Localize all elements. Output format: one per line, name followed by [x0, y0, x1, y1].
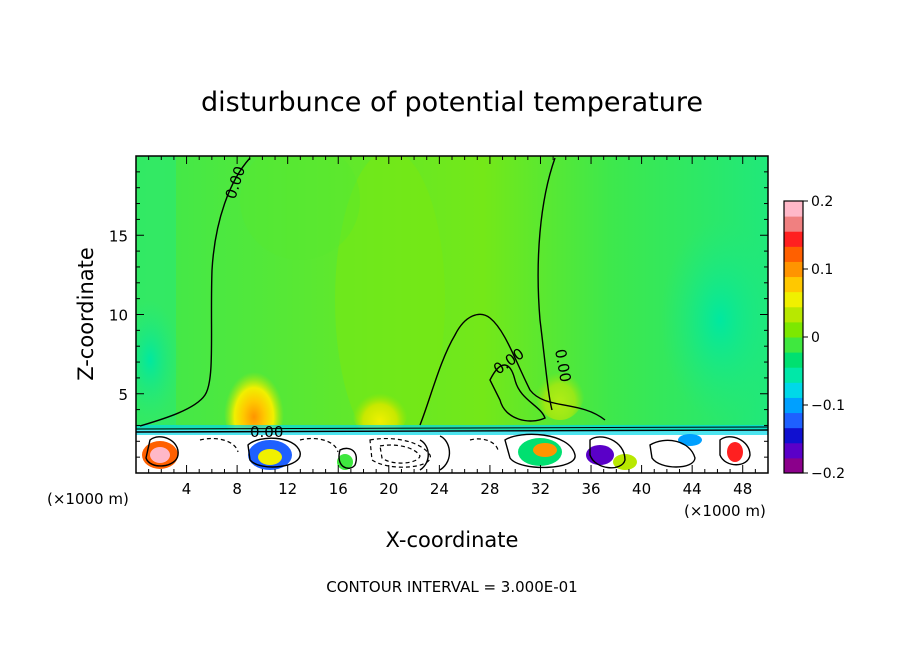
colorbar-swatch [784, 231, 803, 247]
x-tick-label: 48 [733, 480, 752, 498]
y-tick-label: 15 [109, 227, 128, 245]
x-tick-label: 40 [632, 480, 651, 498]
field-surface-layer [136, 430, 768, 473]
contour-label: 0.00 [250, 423, 283, 441]
colorbar-swatch [784, 412, 803, 429]
field-cool-patch-right [660, 220, 768, 420]
field-surface-blob-5 [337, 454, 353, 470]
y-tick-label: 5 [118, 386, 128, 404]
colorbar [784, 201, 803, 474]
x-tick-label: 44 [683, 480, 702, 498]
chart-title: disturbunce of potential temperature [201, 87, 703, 118]
colorbar-swatch [784, 442, 803, 459]
colorbar-swatch [784, 261, 803, 278]
field-warm-spot [352, 382, 408, 438]
y-axis-ticks: 5 10 15 [109, 171, 768, 458]
colorbar-swatch [784, 201, 803, 217]
colorbar-swatch [784, 352, 803, 368]
colorbar-swatch [784, 397, 803, 414]
x-tick-label: 32 [531, 480, 550, 498]
contour-lines-dashed [199, 437, 499, 468]
contour-label: 0.00 [551, 348, 575, 384]
colorbar-tick-label: 0.1 [811, 262, 833, 278]
colorbar-swatch [784, 216, 803, 232]
x-unit-right: (×1000 m) [684, 502, 766, 520]
field-warm-band-upper [240, 156, 360, 260]
colorbar-swatch [784, 382, 803, 398]
field-warm-spot-2 [535, 360, 585, 420]
colorbar-swatch [784, 367, 803, 383]
x-tick-label: 12 [278, 480, 297, 498]
colorbar-swatch [784, 321, 803, 338]
y-axis-label: Z-coordinate [74, 247, 98, 381]
x-tick-label: 24 [430, 480, 449, 498]
field-surface-blob-10 [727, 442, 743, 462]
colorbar-ticks: 0.2 0.1 0 −0.1 −0.2 [803, 194, 845, 482]
colorbar-tick-label: 0 [811, 330, 820, 346]
colorbar-swatch [784, 306, 803, 323]
colorbar-swatch [784, 291, 803, 308]
colorbar-tick-label: 0.2 [811, 194, 833, 210]
colorbar-swatch [784, 337, 803, 353]
field-surface-blob-2 [150, 447, 170, 463]
x-tick-label: 4 [182, 480, 192, 498]
field-surface-blob-11 [678, 434, 702, 446]
contour-field [136, 156, 768, 473]
field-surface-blob-4 [258, 449, 282, 465]
colorbar-tick-label: −0.2 [811, 466, 845, 482]
x-tick-label: 20 [379, 480, 398, 498]
x-tick-label: 28 [480, 480, 499, 498]
colorbar-tick-label: −0.1 [811, 398, 845, 414]
y-tick-label: 10 [109, 307, 128, 325]
x-axis-label: X-coordinate [386, 528, 519, 552]
contour-lines [136, 157, 768, 471]
colorbar-swatch [784, 427, 803, 444]
x-tick-label: 36 [581, 480, 600, 498]
field-surface-blob-7 [533, 443, 557, 457]
colorbar-swatch [784, 246, 803, 262]
x-tick-label: 8 [232, 480, 242, 498]
field-warm-band-center [335, 156, 445, 450]
x-tick-label: 16 [329, 480, 348, 498]
x-axis-ticks: 4 8 12 16 20 24 28 32 36 40 44 48 [148, 156, 756, 498]
contour-interval-note: CONTOUR INTERVAL = 3.000E-01 [326, 578, 577, 596]
field-cool-patch-left [136, 300, 180, 420]
colorbar-swatch [784, 457, 803, 474]
colorbar-swatch [784, 276, 803, 293]
x-unit-left: (×1000 m) [47, 490, 129, 508]
